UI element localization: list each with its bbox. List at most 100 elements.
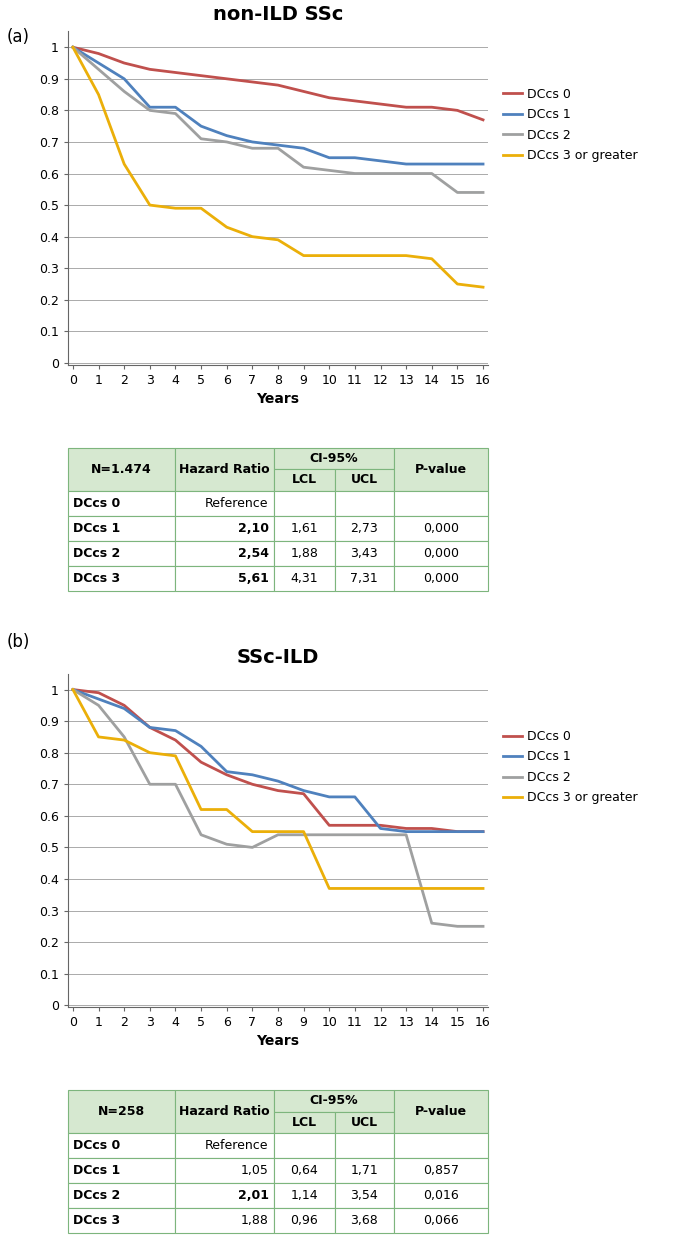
DCcs 0 <box>376 97 384 112</box>
Line: DCcs 0: DCcs 0 <box>73 48 483 120</box>
Bar <box>68 566 175 590</box>
Text: (b): (b) <box>7 633 30 650</box>
Bar <box>335 1208 393 1233</box>
Bar <box>274 491 335 516</box>
Text: 3,54: 3,54 <box>351 1189 378 1201</box>
DCcs 0 <box>454 824 462 839</box>
DCcs 2 <box>300 160 308 175</box>
DCcs 0 <box>69 682 77 697</box>
Text: 1,71: 1,71 <box>351 1164 378 1177</box>
DCcs 1 <box>376 153 384 169</box>
Text: CI-95%: CI-95% <box>309 452 358 465</box>
Text: 4,31: 4,31 <box>290 571 318 585</box>
DCcs 0 <box>479 112 487 127</box>
Bar <box>335 1157 393 1183</box>
Text: 0,857: 0,857 <box>423 1164 459 1177</box>
DCcs 2 <box>325 162 334 177</box>
Line: DCcs 3 or greater: DCcs 3 or greater <box>73 689 483 888</box>
Text: DCcs 2: DCcs 2 <box>73 1189 120 1201</box>
Text: Reference: Reference <box>205 1138 268 1152</box>
Text: 0,000: 0,000 <box>423 546 459 560</box>
Text: 1,88: 1,88 <box>241 1214 268 1227</box>
Bar <box>175 1183 274 1208</box>
Bar <box>335 1133 393 1157</box>
DCcs 2 <box>94 698 102 713</box>
Legend: DCcs 0, DCcs 1, DCcs 2, DCcs 3 or greater: DCcs 0, DCcs 1, DCcs 2, DCcs 3 or greate… <box>503 730 637 804</box>
X-axis label: Years: Years <box>256 1034 300 1048</box>
DCcs 2 <box>428 916 436 931</box>
DCcs 1 <box>274 774 282 789</box>
DCcs 1 <box>222 128 231 143</box>
Bar <box>175 491 274 516</box>
DCcs 1 <box>428 156 436 171</box>
DCcs 1 <box>479 824 487 839</box>
Bar <box>274 1183 335 1208</box>
Line: DCcs 0: DCcs 0 <box>73 689 483 832</box>
DCcs 3 or greater <box>69 682 77 697</box>
DCcs 1 <box>325 150 334 165</box>
Text: Hazard Ratio: Hazard Ratio <box>179 1105 270 1118</box>
Text: DCcs 0: DCcs 0 <box>73 1138 120 1152</box>
Text: Reference: Reference <box>205 497 268 509</box>
Text: P-value: P-value <box>415 463 467 476</box>
DCcs 0 <box>172 65 180 81</box>
Line: DCcs 1: DCcs 1 <box>73 689 483 832</box>
Bar <box>393 1133 488 1157</box>
DCcs 3 or greater <box>376 881 384 896</box>
Title: SSc-ILD: SSc-ILD <box>237 648 319 667</box>
DCcs 3 or greater <box>94 87 102 102</box>
DCcs 3 or greater <box>197 201 205 216</box>
DCcs 3 or greater <box>428 881 436 896</box>
DCcs 0 <box>402 821 410 837</box>
DCcs 3 or greater <box>454 881 462 896</box>
Bar <box>393 516 488 541</box>
DCcs 2 <box>300 828 308 843</box>
Bar <box>274 516 335 541</box>
Bar <box>274 469 335 491</box>
Bar <box>175 1208 274 1233</box>
Line: DCcs 1: DCcs 1 <box>73 48 483 164</box>
DCcs 3 or greater <box>428 252 436 267</box>
DCcs 1 <box>172 99 180 114</box>
DCcs 3 or greater <box>197 803 205 818</box>
DCcs 2 <box>428 166 436 181</box>
DCcs 0 <box>428 821 436 837</box>
DCcs 3 or greater <box>402 248 410 263</box>
DCcs 0 <box>94 686 102 701</box>
DCcs 1 <box>325 789 334 804</box>
Text: 1,88: 1,88 <box>290 546 318 560</box>
DCcs 1 <box>197 738 205 754</box>
Bar <box>274 1112 335 1133</box>
DCcs 0 <box>454 103 462 118</box>
DCcs 0 <box>69 40 77 55</box>
Text: 3,68: 3,68 <box>351 1214 378 1227</box>
DCcs 2 <box>376 828 384 843</box>
DCcs 2 <box>402 166 410 181</box>
DCcs 3 or greater <box>172 201 180 216</box>
Bar <box>274 1091 393 1112</box>
Bar <box>175 1091 274 1133</box>
DCcs 2 <box>120 84 128 99</box>
DCcs 1 <box>300 141 308 156</box>
DCcs 1 <box>454 824 462 839</box>
Text: 5,61: 5,61 <box>238 571 268 585</box>
Bar <box>335 1183 393 1208</box>
Bar <box>175 516 274 541</box>
DCcs 1 <box>248 135 256 150</box>
Bar <box>68 516 175 541</box>
Bar <box>68 1157 175 1183</box>
Text: CI-95%: CI-95% <box>309 1094 358 1107</box>
Text: Hazard Ratio: Hazard Ratio <box>179 463 270 476</box>
DCcs 1 <box>94 692 102 707</box>
DCcs 1 <box>248 767 256 782</box>
Line: DCcs 2: DCcs 2 <box>73 689 483 926</box>
Bar <box>68 1183 175 1208</box>
DCcs 1 <box>479 156 487 171</box>
DCcs 2 <box>172 106 180 121</box>
Text: 0,96: 0,96 <box>290 1214 318 1227</box>
DCcs 1 <box>428 824 436 839</box>
DCcs 2 <box>248 141 256 156</box>
Bar <box>68 491 175 516</box>
Text: UCL: UCL <box>351 1116 378 1128</box>
DCcs 1 <box>120 72 128 87</box>
